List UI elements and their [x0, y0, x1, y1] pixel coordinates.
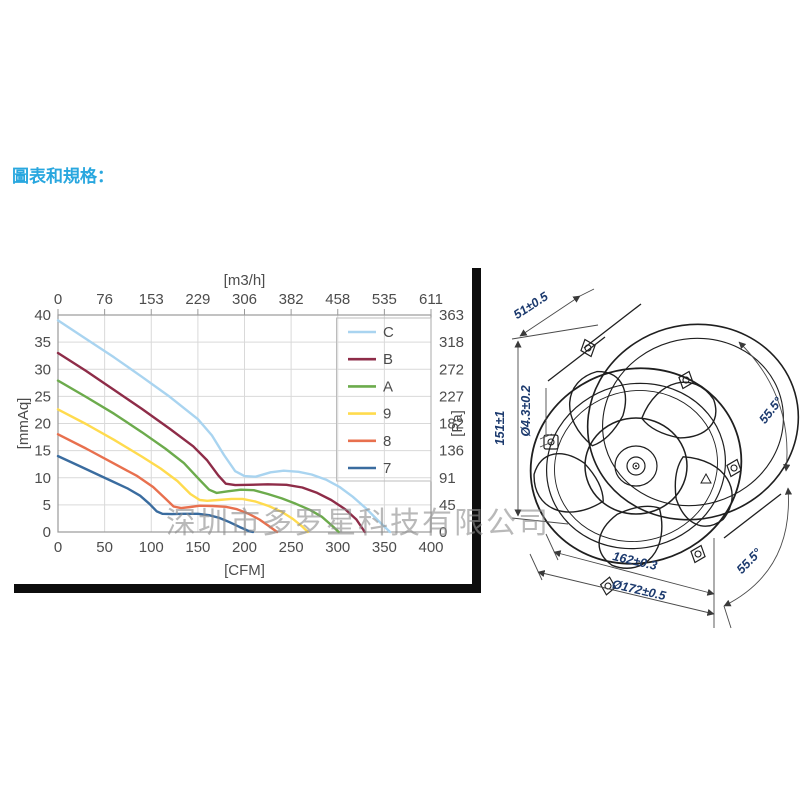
- fan-hub: [584, 417, 688, 515]
- bottom-tick-label: 0: [54, 539, 62, 556]
- right-tick-label: 318: [439, 334, 464, 351]
- bottom-tick-label: 350: [372, 539, 397, 556]
- left-tick-label: 15: [34, 443, 51, 460]
- curve-9: [56, 408, 310, 534]
- rotation-marker: [700, 472, 712, 484]
- right-tick-label: 363: [439, 307, 464, 324]
- right-tick-label: 45: [439, 497, 456, 514]
- legend-label-7: 7: [383, 460, 391, 477]
- curve-7: [56, 454, 255, 534]
- bottom-tick-label: 50: [96, 539, 113, 556]
- bottom-tick-label: 150: [185, 539, 210, 556]
- legend-label-C: C: [383, 324, 394, 341]
- top-tick-label: 0: [54, 291, 62, 308]
- right-tick-label: 0: [439, 524, 447, 541]
- left-tick-label: 10: [34, 470, 51, 487]
- curve-B: [56, 351, 366, 534]
- left-axis-label: [mmAq]: [15, 398, 32, 450]
- legend-label-9: 9: [383, 406, 391, 423]
- right-tick-label: 136: [439, 443, 464, 460]
- bottom-tick-label: 400: [418, 539, 443, 556]
- dim-hole-label: Ø4.3±0.2: [519, 385, 533, 436]
- top-tick-label: 76: [96, 291, 113, 308]
- bottom-tick-label: 100: [139, 539, 164, 556]
- bottom-tick-label: 200: [232, 539, 257, 556]
- left-tick-label: 30: [34, 361, 51, 378]
- dim-bolt-spacing-label: 162±0.3: [611, 549, 658, 573]
- top-tick-label: 382: [279, 291, 304, 308]
- top-tick-label: 306: [232, 291, 257, 308]
- top-tick-label: 458: [325, 291, 350, 308]
- top-tick-label: 153: [139, 291, 164, 308]
- right-tick-label: 91: [439, 470, 456, 487]
- left-tick-label: 25: [34, 388, 51, 405]
- curve-8: [56, 433, 279, 534]
- section-title: 圖表和規格：: [12, 167, 114, 186]
- curve-A: [56, 379, 340, 534]
- dim-height-label: 151±1: [493, 411, 507, 446]
- dim-depth-label: 51±0.5: [511, 289, 551, 322]
- right-tick-label: 227: [439, 388, 464, 405]
- left-tick-label: 20: [34, 416, 51, 433]
- bottom-axis-label: [CFM]: [224, 562, 265, 579]
- top-tick-label: 535: [372, 291, 397, 308]
- bottom-tick-label: 300: [325, 539, 350, 556]
- legend-box: [336, 317, 432, 482]
- bottom-tick-label: 250: [279, 539, 304, 556]
- top-tick-label: 229: [185, 291, 210, 308]
- legend-label-8: 8: [383, 433, 391, 450]
- dim-angle-bottom-label: 55.5°: [734, 545, 765, 577]
- chart-panel: 0 76 153 229 306 382 458 535 611 0 50 100 150 200 250 3…: [14, 268, 481, 593]
- dimension-lines: [511, 288, 793, 629]
- fan-technical-drawing: 51±0.5 151±1 Ø4.3±0.2 55.5° 55.5° 162±0.…: [493, 288, 800, 629]
- left-tick-label: 40: [34, 307, 51, 324]
- left-tick-label: 35: [34, 334, 51, 351]
- fan-blades: [533, 370, 733, 569]
- left-tick-label: 0: [43, 524, 51, 541]
- right-tick-label: 272: [439, 361, 464, 378]
- legend-label-A: A: [383, 378, 393, 395]
- left-tick-label: 5: [43, 497, 51, 514]
- top-axis-label: [m3/h]: [224, 272, 266, 289]
- legend-label-B: B: [383, 351, 393, 368]
- dim-outer-diameter-label: Ø172±0.5: [611, 577, 669, 603]
- curve-C: [56, 319, 392, 534]
- right-tick-label: 182: [439, 416, 464, 433]
- right-axis-label: [Pa]: [449, 410, 466, 437]
- top-tick-label: 611: [419, 291, 443, 308]
